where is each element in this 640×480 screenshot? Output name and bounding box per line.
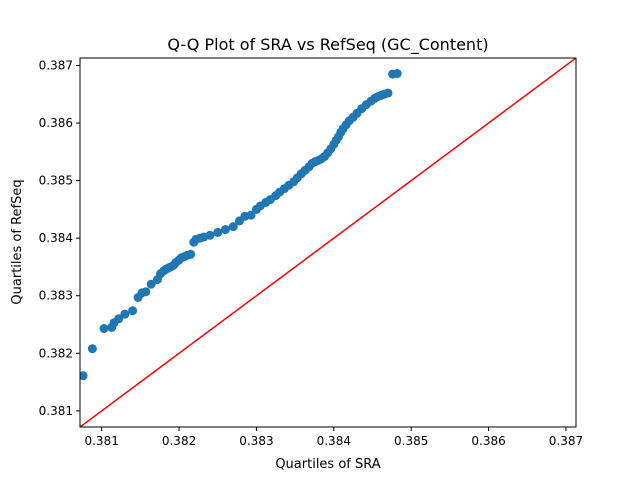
x-tick-label: 0.385 (394, 434, 428, 448)
data-point (80, 371, 88, 381)
y-tick-label: 0.387 (39, 58, 73, 72)
x-tick-label: 0.383 (239, 434, 273, 448)
y-tick-label: 0.382 (39, 346, 73, 360)
x-axis: 0.381 0.382 0.383 0.384 0.385 0.386 0.387 (84, 427, 583, 448)
data-point (99, 324, 109, 334)
data-point (120, 309, 130, 319)
data-point (246, 210, 256, 220)
x-tick-label: 0.384 (317, 434, 351, 448)
data-point (87, 344, 97, 354)
data-point (205, 230, 215, 240)
data-point (228, 222, 238, 232)
data-point (128, 306, 138, 316)
y-tick-label: 0.386 (39, 116, 73, 130)
x-tick-label: 0.382 (162, 434, 196, 448)
data-point (392, 69, 402, 79)
data-point (114, 314, 124, 324)
x-tick-label: 0.387 (549, 434, 583, 448)
x-tick-label: 0.381 (84, 434, 118, 448)
chart-title: Q-Q Plot of SRA vs RefSeq (GC_Content) (167, 35, 488, 55)
y-tick-label: 0.381 (39, 404, 73, 418)
data-point (141, 287, 151, 297)
x-tick-label: 0.386 (471, 434, 505, 448)
y-axis: 0.381 0.382 0.383 0.384 0.385 0.386 0.387 (39, 58, 80, 418)
reference-line-layer (80, 58, 576, 427)
data-point (220, 225, 230, 235)
data-point (383, 88, 393, 98)
reference-line (80, 58, 576, 427)
y-tick-label: 0.383 (39, 289, 73, 303)
y-tick-label: 0.385 (39, 174, 73, 188)
data-point (146, 279, 156, 289)
data-point (186, 249, 196, 259)
plot-frame (79, 57, 577, 428)
y-axis-label: Quartiles of RefSeq (10, 179, 25, 304)
data-points (80, 69, 402, 381)
y-tick-label: 0.384 (39, 231, 73, 245)
data-point (213, 227, 223, 237)
x-axis-label: Quartiles of SRA (275, 457, 380, 472)
